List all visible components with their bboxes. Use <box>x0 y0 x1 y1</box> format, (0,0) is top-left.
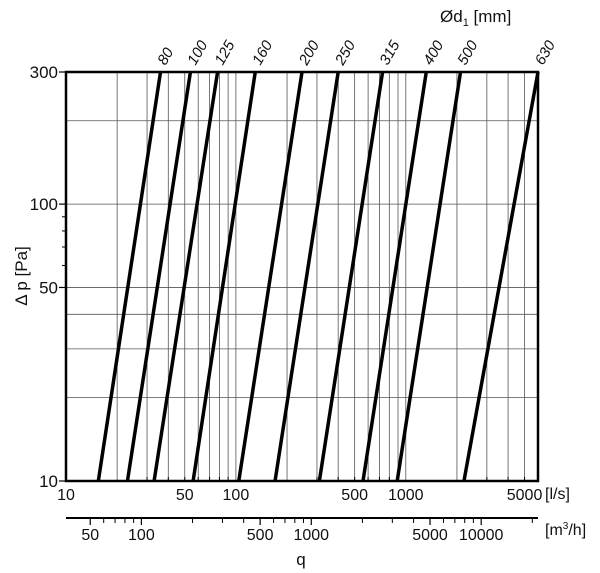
diameter-label-500: 500 <box>454 37 482 68</box>
series-lines <box>96 71 540 482</box>
y-tick-label: 10 <box>39 472 58 491</box>
x2-tick-label: 5000 <box>412 527 448 544</box>
m3h-post: /h] <box>568 522 586 539</box>
y-tick-label: 100 <box>30 195 58 214</box>
x2-tick-label: 10000 <box>459 527 504 544</box>
diam-post: [mm] <box>469 7 512 26</box>
diameter-label-630: 630 <box>532 37 560 68</box>
diameter-label-200: 200 <box>295 37 323 69</box>
series-line-250 <box>273 71 340 482</box>
diameter-labels: 80 100 125 160 200 250 315 400 500 630 <box>154 37 559 69</box>
series-line-400 <box>361 71 429 482</box>
diameter-label-400: 400 <box>420 37 448 68</box>
x2-tick-label: 500 <box>247 527 274 544</box>
x-tick-label: 50 <box>176 487 194 504</box>
y-axis-title: Δ p [Pa] <box>12 246 31 306</box>
y-tick-label: 50 <box>39 278 58 297</box>
diameter-label-250: 250 <box>331 37 359 69</box>
x2-tick-label: 100 <box>128 527 155 544</box>
plot-frame <box>64 70 540 483</box>
series-line-125 <box>152 71 220 482</box>
series-line-100 <box>125 71 193 482</box>
x-tick-label: 100 <box>223 487 250 504</box>
diam-pre: Ød <box>440 7 463 26</box>
diameter-label-80: 80 <box>154 44 177 68</box>
x-tick-label: 1000 <box>388 487 424 504</box>
m3h-pre: [m <box>545 522 563 539</box>
series-line-160 <box>191 71 257 482</box>
series-line-315 <box>317 71 385 482</box>
x-unit-primary: [l/s] <box>545 486 570 503</box>
diameter-label-100: 100 <box>184 37 212 68</box>
x2-tick-label: 50 <box>81 527 99 544</box>
y-tick-label: 300 <box>30 63 58 82</box>
y-axis: 10 50 100 300 <box>30 63 66 491</box>
diam-sub: 1 <box>463 17 469 29</box>
diameter-label-160: 160 <box>249 37 277 68</box>
diameter-label-125: 125 <box>211 37 239 68</box>
series-line-80 <box>96 71 163 482</box>
series-line-500 <box>395 71 463 482</box>
x2-tick-label: 1000 <box>293 527 329 544</box>
x-tick-label: 10 <box>57 487 75 504</box>
m3h-sup: 3 <box>563 521 569 532</box>
series-line-200 <box>237 71 304 482</box>
diameter-header: Ød1 [mm] <box>440 7 511 29</box>
x-unit-secondary: [m3/h] <box>545 521 586 539</box>
x-axis-secondary: 50 100 500 1000 5000 10000 <box>66 517 538 544</box>
x-tick-label: 500 <box>341 487 368 504</box>
x-axis-primary: 10 50 100 500 1000 5000 <box>57 477 542 504</box>
x-axis-title: q <box>296 550 305 569</box>
x-tick-label: 5000 <box>507 487 543 504</box>
diameter-label-315: 315 <box>376 37 404 68</box>
series-line-630 <box>462 71 540 482</box>
